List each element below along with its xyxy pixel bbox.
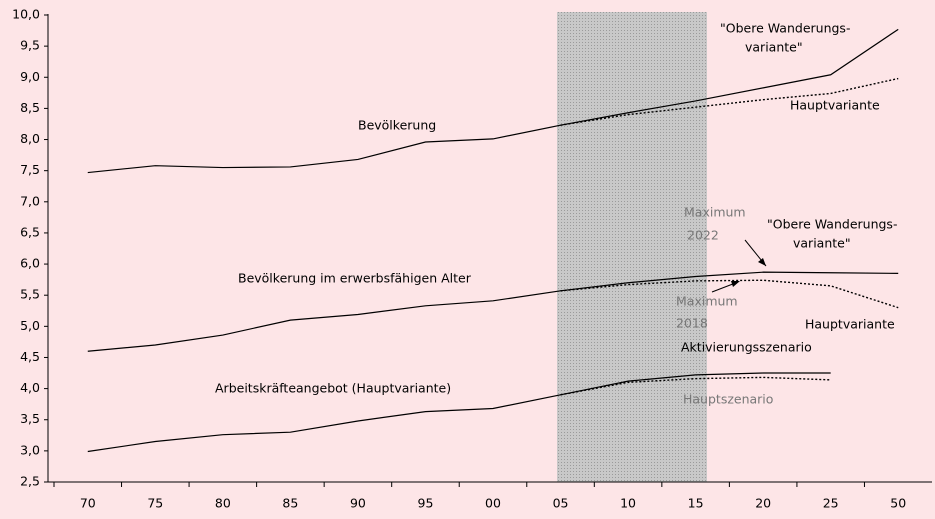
y-tick-label: 5,5 [20,287,40,302]
x-tick-label: 75 [147,496,163,511]
annotation: "Obere Wanderungs- [720,21,850,36]
x-tick-label: 95 [418,496,434,511]
series-label: Bevölkerung im erwerbsfähigen Alter [238,271,472,286]
series-label: Hauptvariante [805,317,895,332]
y-tick-label: 2,5 [20,474,40,489]
annotation: Maximum [676,294,738,309]
x-tick-label: 80 [215,496,231,511]
annotation: variante" [745,40,803,55]
annotation: 2022 [687,228,719,243]
y-tick-label: 5,0 [20,318,40,333]
arrow-head [758,258,766,266]
y-tick-label: 7,0 [20,193,40,208]
series-line [87,28,899,174]
x-tick-label: 00 [485,496,501,511]
series-label: Hauptvariante [790,98,880,113]
y-tick-label: 4,5 [20,349,40,364]
x-tick-label: 50 [890,496,906,511]
x-tick-label: 85 [282,496,298,511]
y-tick-label: 3,0 [20,442,40,457]
y-tick-label: 7,5 [20,162,40,177]
series-label: Arbeitskräfteangebot (Hauptvariante) [215,381,451,396]
x-tick-label: 25 [823,496,839,511]
x-tick-label: 90 [350,496,366,511]
annotation: 2018 [676,316,708,331]
series-line [87,372,831,453]
arrow-head [731,281,740,287]
y-tick-label: 6,5 [20,224,40,239]
series-label: Bevölkerung [358,118,436,133]
y-tick-label: 9,0 [20,69,40,84]
y-tick-label: 9,5 [20,38,40,53]
x-tick-label: 20 [755,496,771,511]
series-line [560,376,831,396]
x-tick-label: 70 [80,496,96,511]
series-line [560,77,899,126]
annotation: variante" [793,236,851,251]
annotation: "Obere Wanderungs- [767,217,897,232]
series-line [87,271,899,352]
series-label: Hauptszenario [683,392,773,407]
y-tick-label: 8,0 [20,131,40,146]
forecast-band [557,12,707,482]
y-tick-label: 4,0 [20,380,40,395]
y-tick-label: 8,5 [20,100,40,115]
x-tick-label: 15 [688,496,704,511]
x-tick-label: 05 [553,496,569,511]
series-line [560,279,899,309]
y-tick-label: 3,5 [20,411,40,426]
annotation: Aktivierungsszenario [681,340,812,355]
x-tick-label: 10 [620,496,636,511]
y-tick-label: 10,0 [12,7,40,22]
annotation: Maximum [684,205,746,220]
y-tick-label: 6,0 [20,256,40,271]
